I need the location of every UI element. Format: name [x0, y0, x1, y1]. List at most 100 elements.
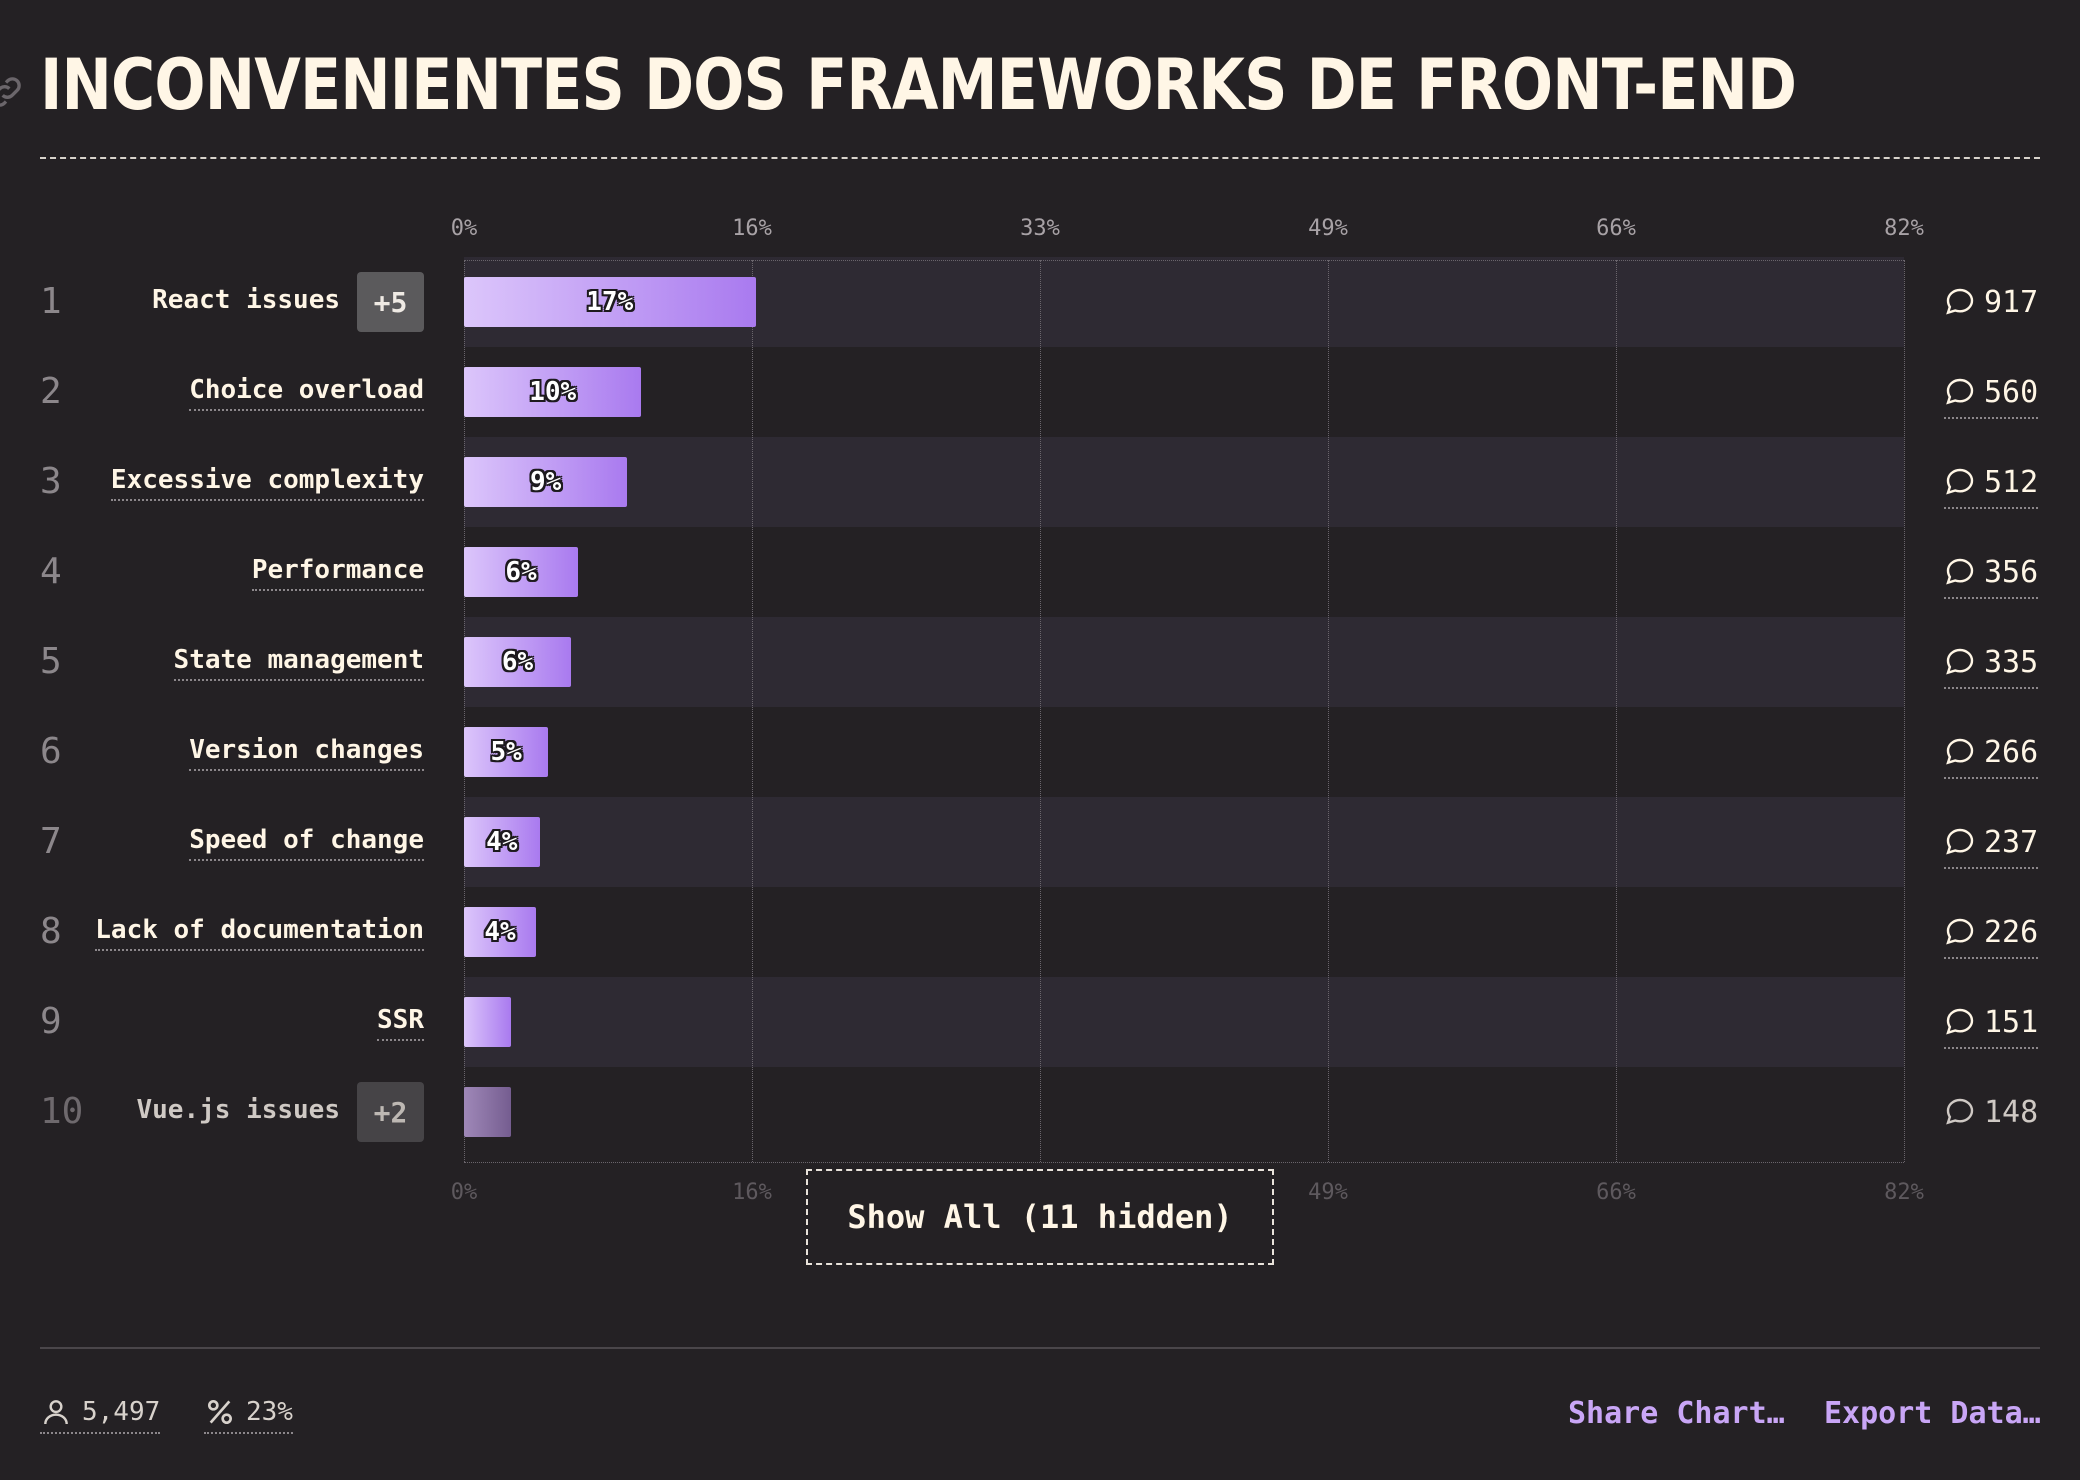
row-rank: 8 [40, 911, 62, 952]
link-icon[interactable] [0, 72, 26, 112]
comment-count-value: 237 [1984, 824, 2039, 860]
comment-icon [1946, 468, 1974, 495]
bar[interactable]: 6% [464, 637, 572, 687]
bar-chart: 0%0%16%16%33%33%49%49%66%66%82%82%1React… [0, 200, 2080, 1205]
category-label[interactable]: Speed of change [189, 823, 424, 861]
row-band [464, 617, 1904, 707]
x-tick-label-bottom: 16% [732, 1180, 772, 1205]
bar[interactable]: 6% [464, 547, 579, 597]
bar-value-label: 5% [490, 737, 522, 767]
x-axis-bottom [464, 1162, 1904, 1163]
category-label[interactable]: Lack of documentation [95, 913, 424, 951]
gridline [1328, 260, 1329, 1162]
row-rank: 10 [40, 1091, 84, 1132]
bar[interactable]: 17% [464, 277, 756, 327]
bar-value-label: 6% [501, 647, 534, 677]
expand-badge[interactable]: +2 [357, 1082, 424, 1142]
row-rank: 7 [40, 821, 62, 862]
percent-icon [208, 1400, 232, 1424]
comment-count-value: 356 [1984, 554, 2039, 590]
comment-icon [1946, 558, 1974, 585]
category-label[interactable]: State management [173, 643, 424, 681]
x-tick-label-top: 82% [1884, 216, 1924, 241]
row-rank: 1 [40, 281, 62, 322]
comment-count[interactable]: 512 [1944, 457, 2039, 509]
category-label[interactable]: Vue.js issues [136, 1095, 341, 1125]
x-tick-label-bottom: 0% [450, 1180, 478, 1205]
comment-count[interactable]: 917 [1944, 277, 2038, 327]
category-label[interactable]: Performance [251, 553, 424, 591]
comment-icon [1946, 1098, 1974, 1125]
gridline [1040, 260, 1041, 1162]
respondents-count: 5,497 [82, 1397, 161, 1427]
row-rank: 4 [40, 551, 62, 592]
row-rank: 3 [40, 461, 62, 502]
comment-count[interactable]: 226 [1944, 907, 2039, 959]
footer-divider [40, 1347, 2040, 1349]
comment-icon [1946, 378, 1974, 405]
comment-icon [1946, 288, 1974, 315]
category-label[interactable]: Version changes [189, 733, 424, 771]
comment-count-value: 148 [1984, 1094, 2039, 1130]
x-tick-label-bottom: 82% [1884, 1180, 1924, 1205]
gridline [1904, 260, 1905, 1162]
row-band [464, 797, 1904, 887]
gridline [1616, 260, 1617, 1162]
comment-count[interactable]: 560 [1944, 367, 2039, 419]
x-tick-label-top: 16% [732, 216, 772, 241]
comment-count[interactable]: 356 [1944, 547, 2039, 599]
respondents-stat[interactable]: 5,497 [40, 1392, 161, 1434]
comment-count-value: 335 [1984, 644, 2039, 680]
comment-count-value: 266 [1984, 734, 2039, 770]
bar[interactable]: 9% [464, 457, 628, 507]
bar-value-label: 4% [486, 827, 518, 857]
comment-count-value: 560 [1984, 374, 2039, 410]
page-title: INCONVENIENTES DOS FRAMEWORKS DE FRONT-E… [40, 44, 1797, 126]
bar-value-label: 9% [530, 467, 562, 497]
bar[interactable] [464, 1087, 512, 1137]
row-rank: 5 [40, 641, 62, 682]
category-label[interactable]: Excessive complexity [110, 463, 424, 501]
bar[interactable]: 4% [464, 907, 536, 957]
comment-icon [1946, 648, 1974, 675]
x-tick-label-top: 66% [1596, 216, 1636, 241]
x-tick-label-bottom: 66% [1596, 1180, 1636, 1205]
comment-count[interactable]: 148 [1944, 1087, 2038, 1137]
comment-icon [1946, 738, 1974, 765]
comment-count-value: 917 [1984, 284, 2039, 320]
x-axis-top [464, 260, 1904, 261]
export-data-button[interactable]: Export Data… [1824, 1392, 2041, 1436]
percentage-value: 23% [246, 1397, 293, 1427]
comment-count-value: 512 [1984, 464, 2039, 500]
comment-count-value: 226 [1984, 914, 2039, 950]
bar-value-label: 10% [529, 377, 577, 407]
x-tick-label-bottom: 49% [1308, 1180, 1348, 1205]
title-divider [40, 157, 2040, 159]
share-chart-button[interactable]: Share Chart… [1568, 1392, 1785, 1436]
x-tick-label-top: 0% [450, 216, 478, 241]
gridline [464, 260, 465, 1162]
percentage-stat[interactable]: 23% [204, 1392, 293, 1434]
category-label[interactable]: SSR [377, 1003, 424, 1041]
bar[interactable] [464, 997, 512, 1047]
comment-count[interactable]: 335 [1944, 637, 2039, 689]
category-label[interactable]: Choice overload [189, 373, 424, 411]
comment-count[interactable]: 266 [1944, 727, 2039, 779]
bar-value-label: 6% [505, 557, 537, 587]
comment-icon [1946, 1008, 1974, 1035]
comment-count[interactable]: 237 [1944, 817, 2039, 869]
row-rank: 6 [40, 731, 62, 772]
x-tick-label-top: 33% [1020, 216, 1060, 241]
bar[interactable]: 5% [464, 727, 549, 777]
row-band [464, 977, 1904, 1067]
expand-badge[interactable]: +5 [357, 272, 424, 332]
comment-count[interactable]: 151 [1944, 997, 2039, 1049]
row-band [464, 437, 1904, 527]
bar[interactable]: 4% [464, 817, 540, 867]
comment-icon [1946, 828, 1974, 855]
category-label[interactable]: React issues [152, 285, 340, 315]
gridline [752, 260, 753, 1162]
bar[interactable]: 10% [464, 367, 642, 417]
comment-icon [1946, 918, 1974, 945]
show-all-button[interactable]: Show All (11 hidden) [806, 1169, 1274, 1265]
